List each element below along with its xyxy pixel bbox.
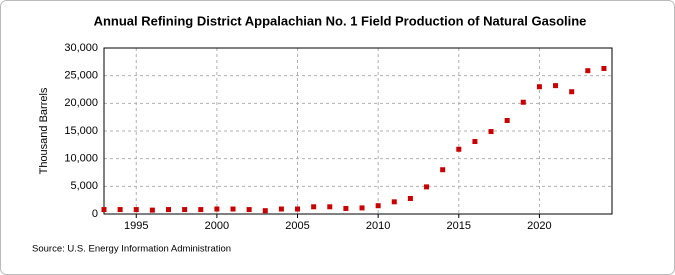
- y-tick-label: 10,000: [64, 153, 98, 165]
- point: [407, 196, 413, 202]
- point: [278, 206, 284, 212]
- point: [456, 146, 462, 152]
- point: [391, 199, 397, 205]
- x-tick-label: 2015: [447, 220, 471, 232]
- x-tick-label: 2020: [527, 220, 551, 232]
- point: [262, 208, 268, 214]
- y-tick-label: 0: [92, 208, 98, 220]
- point: [553, 83, 559, 89]
- chart-title: Annual Refining District Appalachian No.…: [94, 13, 587, 28]
- point: [311, 204, 317, 210]
- point: [182, 207, 188, 213]
- point: [359, 205, 365, 211]
- point: [101, 207, 107, 213]
- point: [198, 207, 204, 213]
- y-tick-label: 20,000: [64, 97, 98, 109]
- point: [214, 206, 220, 212]
- point: [504, 117, 510, 123]
- point: [472, 139, 478, 145]
- point: [149, 207, 155, 213]
- point: [327, 204, 333, 210]
- y-tick-label: 30,000: [64, 42, 98, 54]
- point: [246, 207, 252, 213]
- y-tick-label: 15,000: [64, 125, 98, 137]
- source-note: Source: U.S. Energy Information Administ…: [32, 244, 231, 255]
- point: [343, 205, 349, 211]
- y-tick-label: 25,000: [64, 70, 98, 82]
- point: [536, 84, 542, 90]
- point: [520, 99, 526, 105]
- point: [230, 206, 236, 212]
- point: [295, 206, 301, 212]
- x-tick-label: 1995: [124, 220, 148, 232]
- point: [440, 167, 446, 173]
- point: [601, 65, 607, 71]
- x-tick-label: 2005: [285, 220, 309, 232]
- x-tick-label: 2010: [366, 220, 390, 232]
- point: [488, 129, 494, 135]
- x-tick-label: 2000: [205, 220, 229, 232]
- point: [375, 203, 381, 209]
- point: [166, 207, 172, 213]
- point: [133, 207, 139, 213]
- point: [569, 89, 575, 95]
- plot-border: [103, 47, 613, 215]
- point: [117, 207, 123, 213]
- point: [585, 68, 591, 74]
- y-axis-label: Thousand Barrels: [38, 87, 50, 174]
- y-tick-label: 5,000: [70, 180, 98, 192]
- point: [424, 184, 430, 190]
